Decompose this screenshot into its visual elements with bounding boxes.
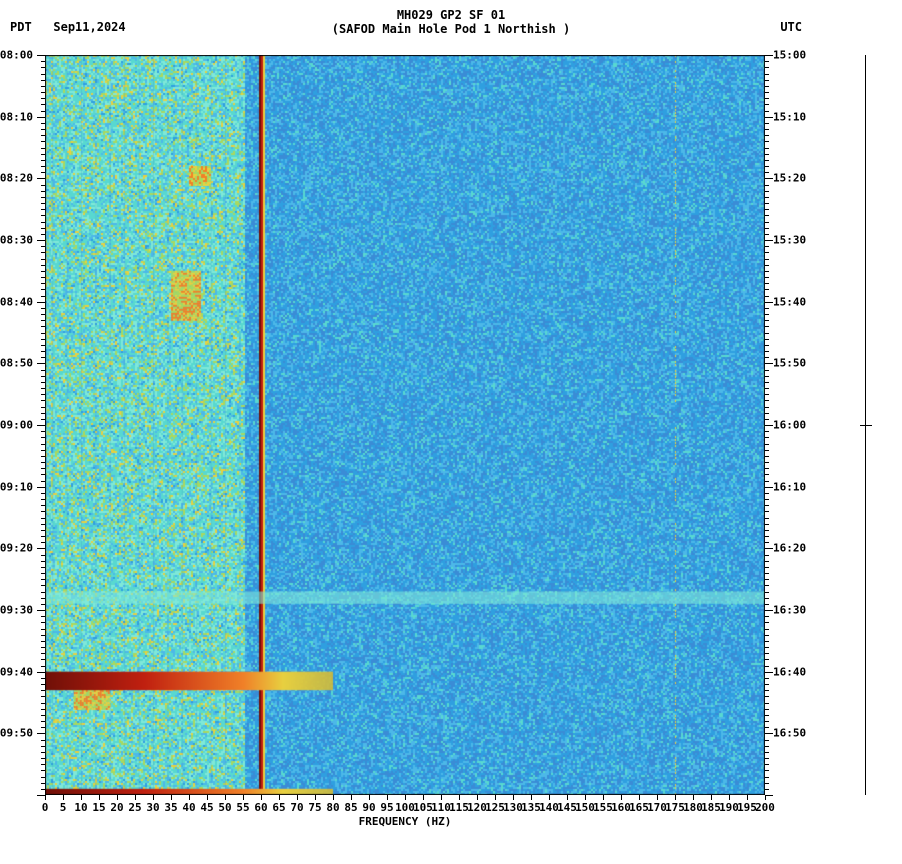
x-tick-label: 180 [683,801,703,814]
x-tick-label: 25 [128,801,141,814]
y-left-tick-label: 08:40 [0,295,33,308]
x-tick-label: 145 [557,801,577,814]
y-right-tick-label: 16:20 [773,542,806,555]
x-tick-label: 105 [413,801,433,814]
y-right-tick-label: 15:10 [773,110,806,123]
y-left-tick-label: 09:00 [0,419,33,432]
y-left-tick-label: 09:50 [0,727,33,740]
x-tick-label: 165 [629,801,649,814]
x-tick-label: 125 [485,801,505,814]
x-tick-label: 10 [74,801,87,814]
x-tick-label: 160 [611,801,631,814]
side-scale-tick [860,425,872,426]
title-line2: (SAFOD Main Hole Pod 1 Northish ) [0,22,902,36]
x-tick-label: 110 [431,801,451,814]
y-right-tick-label: 16:50 [773,727,806,740]
y-right-tick-label: 16:30 [773,604,806,617]
y-right-tick-label: 16:40 [773,665,806,678]
x-tick-label: 5 [60,801,67,814]
x-tick-label: 185 [701,801,721,814]
x-tick-label: 95 [380,801,393,814]
x-axis: FREQUENCY (HZ) 05 10 15 20 25 30 35 40 45 50 55 60 6… [45,795,765,835]
x-tick-label: 115 [449,801,469,814]
y-left-tick-label: 08:50 [0,357,33,370]
y-right-tick-label: 15:50 [773,357,806,370]
y-axis-right: 15:0015:1015:2015:3015:4015:5016:0016:10… [765,55,825,795]
x-tick-label: 190 [719,801,739,814]
tz-left: PDT [10,20,32,34]
y-right-tick-label: 15:40 [773,295,806,308]
x-tick-label: 60 [254,801,267,814]
x-tick-label: 90 [362,801,375,814]
x-tick-label: 85 [344,801,357,814]
x-tick-label: 45 [200,801,213,814]
y-left-tick-label: 08:30 [0,234,33,247]
x-tick-label: 80 [326,801,339,814]
y-right-tick-label: 15:00 [773,49,806,62]
y-right-tick-label: 15:30 [773,234,806,247]
x-tick-label: 35 [164,801,177,814]
x-tick-label: 0 [42,801,49,814]
spectrogram-plot [45,55,765,795]
y-right-tick-label: 16:00 [773,419,806,432]
date: Sep11,2024 [53,20,125,34]
y-left-tick-label: 09:10 [0,480,33,493]
x-tick-label: 30 [146,801,159,814]
x-tick-label: 55 [236,801,249,814]
x-tick-label: 100 [395,801,415,814]
x-tick-label: 135 [521,801,541,814]
y-left-tick-label: 08:00 [0,49,33,62]
x-tick-label: 150 [575,801,595,814]
x-tick-label: 155 [593,801,613,814]
x-tick-label: 70 [290,801,303,814]
x-tick-label: 195 [737,801,757,814]
x-tick-label: 130 [503,801,523,814]
tz-right: UTC [780,20,802,34]
x-tick-label: 120 [467,801,487,814]
y-axis-left: 08:0008:1008:2008:3008:4008:5009:0009:10… [0,55,45,795]
y-left-tick-label: 08:10 [0,110,33,123]
title-line1: MH029 GP2 SF 01 [0,8,902,22]
x-tick-label: 20 [110,801,123,814]
x-tick-label: 140 [539,801,559,814]
y-right-tick-label: 15:20 [773,172,806,185]
x-tick-label: 170 [647,801,667,814]
x-tick-label: 15 [92,801,105,814]
x-tick-label: 50 [218,801,231,814]
y-left-tick-label: 09:30 [0,604,33,617]
y-left-tick-label: 09:40 [0,665,33,678]
x-tick-label: 40 [182,801,195,814]
y-left-tick-label: 09:20 [0,542,33,555]
y-left-tick-label: 08:20 [0,172,33,185]
x-axis-title: FREQUENCY (HZ) [359,815,452,828]
y-right-tick-label: 16:10 [773,480,806,493]
x-tick-label: 65 [272,801,285,814]
x-tick-label: 75 [308,801,321,814]
x-tick-label: 200 [755,801,775,814]
x-tick-label: 175 [665,801,685,814]
